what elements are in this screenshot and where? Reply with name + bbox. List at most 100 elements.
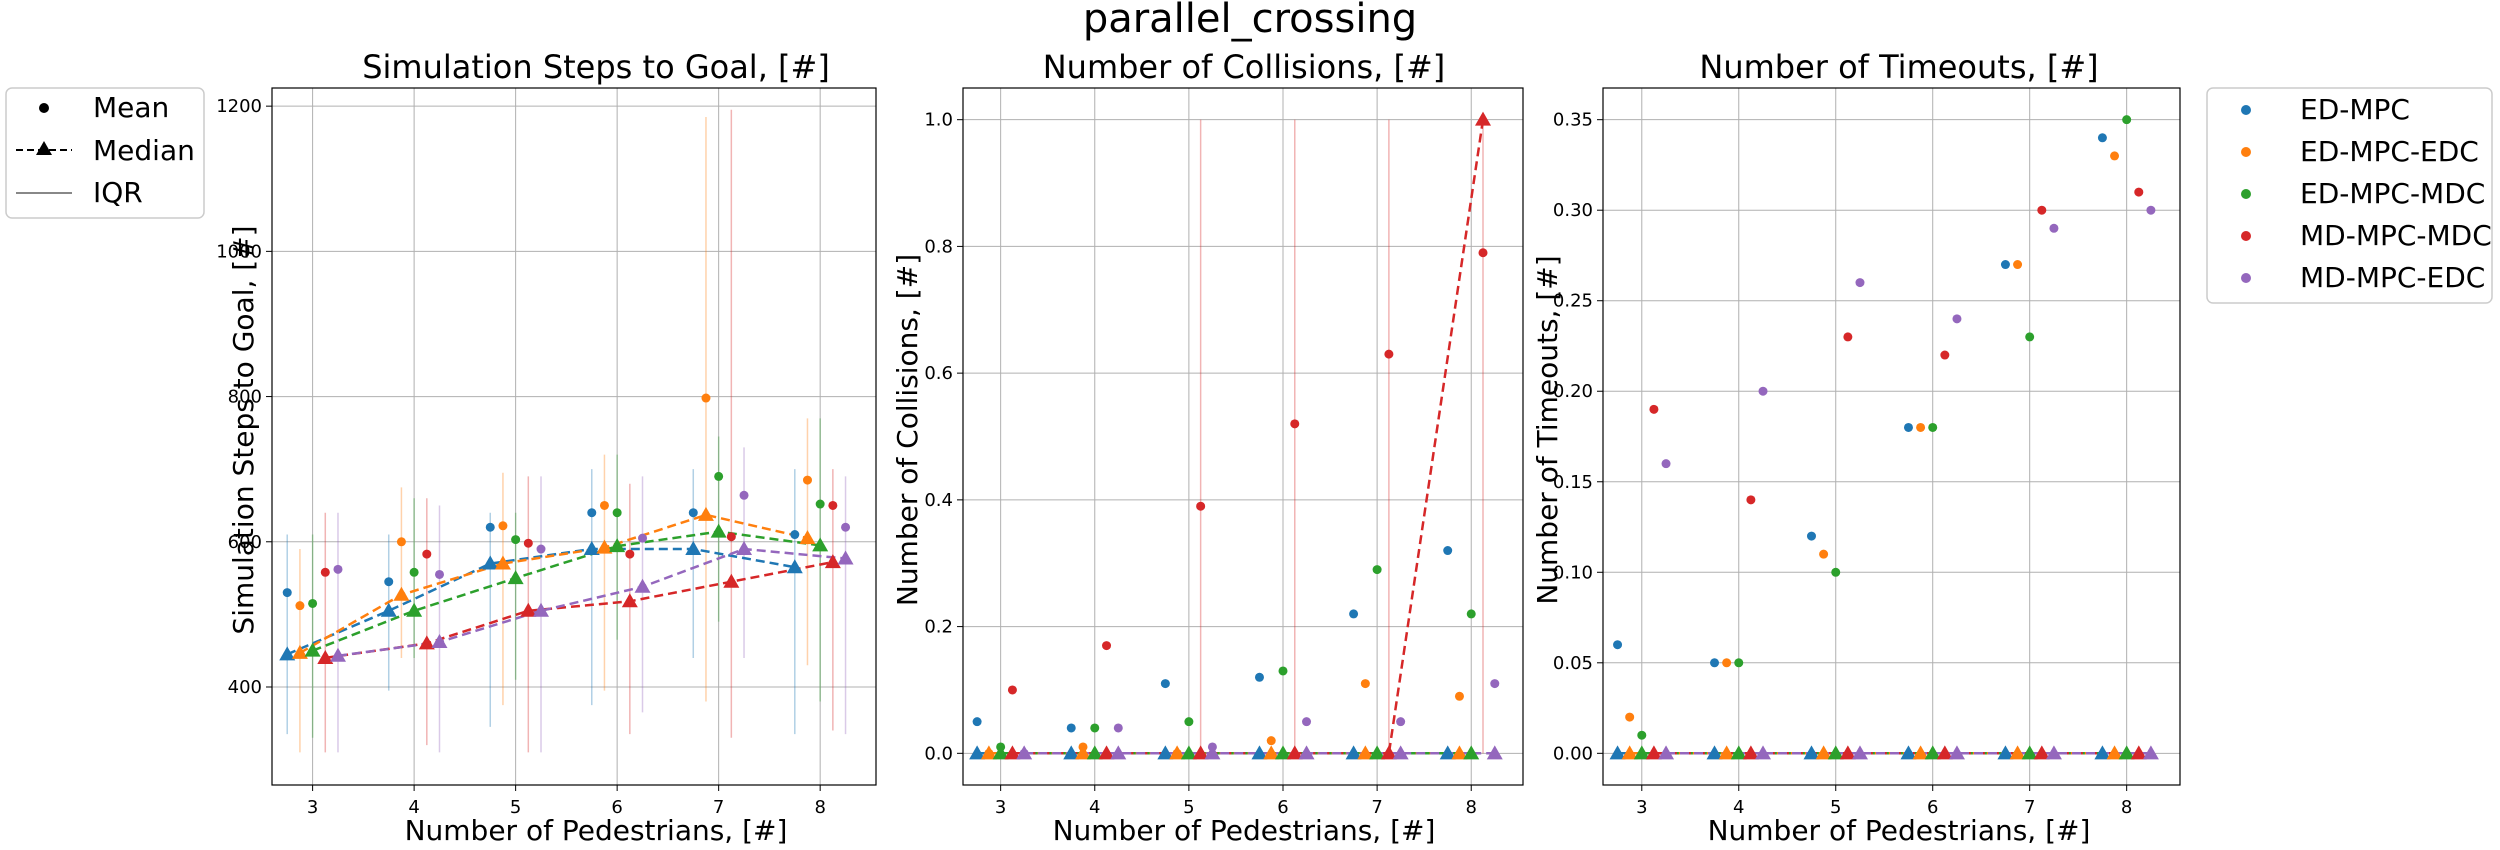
mean-marker-ed-mpc	[1349, 609, 1359, 619]
median-marker-ed-mpc	[583, 541, 600, 556]
mean-marker-ed-mpc-mdc	[1734, 658, 1744, 668]
x-tick-label: 3	[1636, 797, 1647, 818]
legend-mean-label: Mean	[93, 91, 169, 124]
mean-marker-md-mpc-edc	[2049, 223, 2059, 233]
x-tick-label: 8	[814, 797, 825, 818]
mean-marker-md-mpc-edc	[1758, 386, 1768, 396]
x-tick-label: 4	[408, 797, 419, 818]
mean-marker-ed-mpc	[1066, 723, 1076, 733]
median-marker-md-mpc-edc	[1658, 745, 1675, 760]
panel-steps-ylabel: Simulation Steps to Goal, [#]	[227, 225, 260, 634]
mean-marker-ed-mpc-edc	[1360, 679, 1370, 689]
x-tick-label: 6	[611, 797, 622, 818]
mean-marker-ed-mpc	[1806, 531, 1816, 541]
mean-marker-ed-mpc	[790, 530, 800, 540]
x-tick-label: 4	[1733, 797, 1744, 818]
mean-marker-ed-mpc	[384, 577, 394, 587]
mean-marker-md-mpc-edc	[1302, 717, 1312, 727]
legend-md-mpc-edc-label: MD-MPC-EDC	[2300, 261, 2485, 294]
mean-marker-ed-mpc-edc	[2013, 260, 2023, 270]
median-marker-ed-mpc-mdc	[710, 523, 727, 538]
mean-marker-md-mpc-edc	[1490, 679, 1500, 689]
mean-marker-ed-mpc-edc	[1722, 658, 1732, 668]
median-marker-ed-mpc-edc	[596, 539, 613, 554]
mean-marker-ed-mpc	[1613, 640, 1623, 650]
median-marker-ed-mpc	[786, 559, 803, 574]
median-line-ed-mpc-mdc	[312, 530, 821, 652]
median-marker-md-mpc-edc	[431, 633, 448, 648]
mean-marker-ed-mpc	[1254, 672, 1264, 682]
x-tick-label: 4	[1089, 797, 1100, 818]
mean-marker-ed-mpc	[1443, 546, 1453, 556]
mean-marker-ed-mpc-edc	[1819, 549, 1829, 559]
y-tick-label: 0.20	[1553, 381, 1593, 402]
y-tick-label: 600	[228, 532, 262, 553]
median-marker-ed-mpc-mdc	[1730, 745, 1747, 760]
median-marker-md-mpc-mdc	[1192, 745, 1209, 760]
median-marker-md-mpc-mdc	[317, 649, 334, 664]
mean-marker-ed-mpc-edc	[701, 393, 711, 403]
median-marker-md-mpc-mdc	[2130, 745, 2147, 760]
median-marker-md-mpc-edc	[2045, 745, 2062, 760]
median-marker-md-mpc-mdc	[1475, 111, 1491, 126]
median-marker-ed-mpc-edc	[1718, 745, 1735, 760]
mean-marker-ed-mpc	[1903, 422, 1913, 432]
y-tick-label: 0.2	[924, 617, 953, 638]
mean-marker-ed-mpc-mdc	[1831, 567, 1841, 577]
mean-marker-ed-mpc-mdc	[511, 535, 521, 545]
mean-marker-ed-mpc-mdc	[1184, 717, 1194, 727]
median-marker-ed-mpc-mdc	[1827, 745, 1844, 760]
mean-marker-md-mpc-edc	[1113, 723, 1123, 733]
x-tick-label: 6	[1927, 797, 1938, 818]
x-tick-label: 5	[510, 797, 521, 818]
median-line-md-mpc-mdc	[1012, 119, 1485, 755]
legend-mean-marker	[39, 103, 49, 113]
y-tick-label: 0.35	[1553, 110, 1593, 131]
mean-marker-ed-mpc-mdc	[1928, 422, 1938, 432]
mean-marker-md-mpc-mdc	[1478, 248, 1488, 258]
mean-marker-ed-mpc-mdc	[996, 742, 1006, 752]
mean-marker-md-mpc-edc	[536, 544, 546, 554]
mean-marker-md-mpc-mdc	[1102, 641, 1112, 651]
mean-marker-ed-mpc	[282, 588, 292, 598]
median-marker-ed-mpc-edc	[1912, 745, 1929, 760]
median-marker-md-mpc-edc	[1298, 745, 1315, 760]
panel-collisions: Number of Collisions, [#] Number of Pede…	[891, 48, 1524, 847]
mean-marker-ed-mpc-edc	[984, 748, 994, 758]
x-tick-label: 3	[995, 797, 1006, 818]
mean-marker-md-mpc-edc	[333, 564, 343, 574]
median-marker-md-mpc-edc	[1110, 745, 1127, 760]
y-tick-label: 0.4	[924, 490, 953, 511]
median-marker-md-mpc-mdc	[1004, 745, 1021, 760]
median-marker-ed-mpc-mdc	[1086, 745, 1103, 760]
median-marker-ed-mpc	[1157, 745, 1174, 760]
mean-marker-ed-mpc-edc	[2110, 151, 2120, 161]
median-marker-ed-mpc	[380, 602, 397, 617]
axes-frame	[271, 87, 877, 786]
mean-marker-md-mpc-mdc	[2134, 187, 2144, 197]
median-marker-md-mpc-mdc	[723, 573, 740, 588]
median-marker-md-mpc-mdc	[1936, 745, 1953, 760]
mean-marker-md-mpc-mdc	[1196, 501, 1206, 511]
median-marker-ed-mpc	[1063, 745, 1080, 760]
median-marker-ed-mpc-mdc	[812, 537, 829, 552]
mean-marker-ed-mpc-mdc	[1090, 723, 1100, 733]
median-marker-ed-mpc	[2094, 745, 2111, 760]
mean-marker-md-mpc-mdc	[523, 538, 533, 548]
median-marker-ed-mpc-mdc	[1463, 745, 1480, 760]
panel-collisions-xlabel: Number of Pedestrians, [#]	[1053, 814, 1436, 847]
median-marker-md-mpc-mdc	[1380, 745, 1397, 760]
mean-marker-ed-mpc	[972, 717, 982, 727]
y-tick-label: 0.10	[1553, 562, 1593, 583]
panel-timeouts-title: Number of Timeouts, [#]	[1699, 48, 2098, 86]
mean-marker-md-mpc-mdc	[1007, 685, 1017, 695]
x-tick-label: 5	[1830, 797, 1841, 818]
y-tick-label: 0.0	[924, 743, 953, 764]
mean-marker-md-mpc-edc	[1661, 459, 1671, 469]
mean-marker-ed-mpc	[2000, 260, 2010, 270]
legend-ed-mpc-mdc-label: ED-MPC-MDC	[2300, 177, 2485, 210]
mean-marker-md-mpc-mdc	[1843, 332, 1853, 342]
mean-marker-ed-mpc-mdc	[2122, 115, 2132, 125]
median-line-ed-mpc-edc	[299, 513, 808, 654]
